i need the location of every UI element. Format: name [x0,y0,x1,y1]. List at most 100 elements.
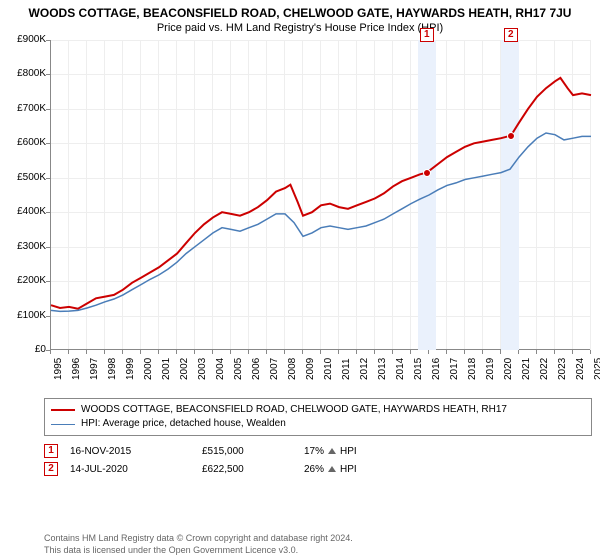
chart: £0 £100K £200K £300K £400K £500K £600K £700K £80… [6,40,594,390]
x-axis-label: 1999 [125,358,136,380]
y-axis-label: £900K [6,34,46,45]
x-tick [122,350,123,354]
sale-row: 2 14-JUL-2020 £622,500 26% HPI [44,460,592,478]
x-tick [392,350,393,354]
legend-area: WOODS COTTAGE, BEACONSFIELD ROAD, CHELWO… [44,398,592,478]
x-tick [248,350,249,354]
footer-line2: This data is licensed under the Open Gov… [44,544,594,556]
legend-swatch [51,409,75,411]
x-axis-label: 2010 [323,358,334,380]
x-tick [302,350,303,354]
sale-date: 14-JUL-2020 [70,464,190,475]
x-axis-label: 2004 [215,358,226,380]
x-axis-label: 2009 [305,358,316,380]
x-tick [140,350,141,354]
y-axis-label: £500K [6,172,46,183]
arrow-up-icon [328,466,336,472]
x-axis-label: 2006 [251,358,262,380]
legend-swatch [51,424,75,425]
legend-row: WOODS COTTAGE, BEACONSFIELD ROAD, CHELWO… [51,403,585,417]
x-tick [518,350,519,354]
sale-num-icon: 1 [44,444,58,458]
sale-num-icon: 2 [44,462,58,476]
x-tick [194,350,195,354]
x-axis-label: 2007 [269,358,280,380]
x-tick [482,350,483,354]
x-axis-label: 1998 [107,358,118,380]
x-tick [158,350,159,354]
x-axis-label: 2019 [485,358,496,380]
x-axis-label: 2015 [413,358,424,380]
y-axis-label: £400K [6,206,46,217]
x-tick [446,350,447,354]
x-axis-label: 2023 [557,358,568,380]
x-tick [230,350,231,354]
x-axis-label: 1996 [71,358,82,380]
y-axis-label: £100K [6,310,46,321]
sale-pct: 26% HPI [304,464,424,475]
y-axis-label: £700K [6,103,46,114]
arrow-up-icon [328,448,336,454]
series-property [51,78,591,309]
page-title: WOODS COTTAGE, BEACONSFIELD ROAD, CHELWO… [0,0,600,22]
x-axis-label: 2016 [431,358,442,380]
x-axis-label: 2013 [377,358,388,380]
x-tick [50,350,51,354]
x-tick [104,350,105,354]
chart-lines [51,40,591,350]
legend-label: WOODS COTTAGE, BEACONSFIELD ROAD, CHELWO… [81,403,507,417]
y-axis-label: £200K [6,275,46,286]
x-tick [374,350,375,354]
x-axis-label: 2018 [467,358,478,380]
x-tick [464,350,465,354]
y-axis-label: £600K [6,137,46,148]
x-tick [68,350,69,354]
x-tick [554,350,555,354]
x-axis-label: 2022 [539,358,550,380]
sale-date: 16-NOV-2015 [70,446,190,457]
footer-line1: Contains HM Land Registry data © Crown c… [44,532,594,544]
x-axis-label: 1997 [89,358,100,380]
sale-marker-dot [507,132,515,140]
sale-marker-label: 1 [420,28,434,42]
x-tick [284,350,285,354]
x-tick [410,350,411,354]
x-axis-label: 1995 [53,358,64,380]
x-axis-label: 2025 [593,358,600,380]
x-axis-label: 2014 [395,358,406,380]
x-axis-label: 2021 [521,358,532,380]
sale-price: £515,000 [202,446,292,457]
y-axis-label: £800K [6,68,46,79]
x-tick [212,350,213,354]
x-axis-label: 2001 [161,358,172,380]
x-axis-label: 2005 [233,358,244,380]
x-axis-label: 2008 [287,358,298,380]
series-hpi [51,133,591,311]
x-tick [590,350,591,354]
legend-row: HPI: Average price, detached house, Weal… [51,417,585,431]
x-axis-label: 2011 [341,358,352,380]
footer: Contains HM Land Registry data © Crown c… [44,532,594,556]
x-axis-label: 2003 [197,358,208,380]
y-axis-label: £300K [6,241,46,252]
plot-area: 12 [50,40,590,350]
x-tick [176,350,177,354]
sale-marker-label: 2 [504,28,518,42]
legend-label: HPI: Average price, detached house, Weal… [81,417,286,431]
y-axis-label: £0 [6,344,46,355]
sale-marker-dot [423,169,431,177]
x-axis-label: 2002 [179,358,190,380]
x-axis-label: 2020 [503,358,514,380]
sale-pct: 17% HPI [304,446,424,457]
x-tick [86,350,87,354]
x-tick [338,350,339,354]
legend-box: WOODS COTTAGE, BEACONSFIELD ROAD, CHELWO… [44,398,592,436]
x-axis-label: 2024 [575,358,586,380]
sale-price: £622,500 [202,464,292,475]
x-tick [536,350,537,354]
x-tick [428,350,429,354]
x-tick [500,350,501,354]
sale-row: 1 16-NOV-2015 £515,000 17% HPI [44,442,592,460]
x-axis-label: 2000 [143,358,154,380]
x-tick [356,350,357,354]
